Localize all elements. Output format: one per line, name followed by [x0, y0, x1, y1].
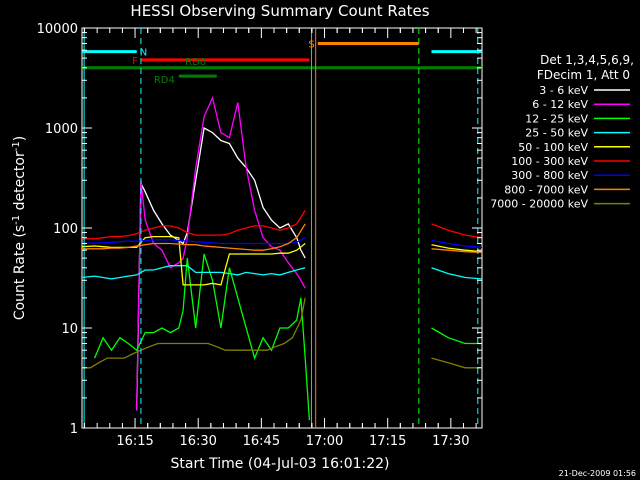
y-tick-label: 1000 — [45, 122, 78, 137]
x-tick-label: 16:45 — [243, 434, 280, 449]
flag-layer: NFRD0RD4S — [82, 39, 482, 86]
chart-title: HESSI Observing Summary Count Rates — [130, 2, 429, 20]
x-tick-label: 17:15 — [369, 434, 406, 449]
y-axis-label-sup1: -1 — [11, 215, 22, 225]
legend-header-2: FDecim 1, Att 0 — [537, 68, 630, 82]
legend-label-3-6-kev: 3 - 6 keV — [539, 84, 588, 97]
legend-label-6-12-kev: 6 - 12 keV — [532, 98, 588, 111]
y-axis-label-sup2: -1 — [11, 141, 22, 151]
series-line-300-800-kev — [81, 237, 306, 245]
series-layer — [81, 95, 483, 421]
legend-label-12-25-kev: 12 - 25 keV — [525, 112, 588, 125]
y-axis-label-mid: detector — [12, 151, 28, 215]
y-tick-label: 1 — [70, 422, 78, 437]
y-axis-label: Count Rate (s-1 detector-1) — [11, 136, 28, 320]
series-line-3-6-kev — [136, 126, 306, 411]
x-tick-label: 16:15 — [116, 434, 153, 449]
series-line-post-25-50-kev — [431, 267, 483, 280]
timestamp: 21-Dec-2009 01:56 — [559, 469, 636, 478]
x-tick-label: 17:30 — [432, 434, 469, 449]
plot-frame — [81, 27, 483, 429]
legend-label-800-7000-kev: 800 - 7000 keV — [504, 183, 588, 196]
x-tick-label: 16:30 — [179, 434, 216, 449]
legend-label-7000-20000-kev: 7000 - 20000 keV — [490, 198, 588, 211]
y-axis-label-main: Count Rate (s — [12, 225, 28, 320]
legend-header-1: Det 1,3,4,5,6,9, — [540, 53, 634, 67]
series-line-6-12-kev — [136, 95, 306, 411]
flag-label-f: F — [132, 56, 138, 67]
legend-label-100-300-kev: 100 - 300 keV — [511, 155, 588, 168]
legend-label-50-100-kev: 50 - 100 keV — [518, 141, 588, 154]
series-line-post-800-7000-kev — [431, 248, 483, 254]
flag-label-n: N — [140, 48, 147, 59]
axis-layer: 1 10 100 1000 10000 16:15 16:30 16:45 17:00 17:15… — [37, 22, 482, 449]
series-line-post-100-300-kev — [431, 223, 483, 239]
series-line-post-50-100-kev — [431, 244, 483, 253]
series-line-post-7000-20000-kev — [431, 357, 482, 369]
flag-label-rd0: RD0 — [185, 57, 206, 68]
series-line-800-7000-kev — [82, 223, 306, 251]
legend-label-300-800-kev: 300 - 800 keV — [511, 169, 588, 182]
series-line-post-300-800-kev — [431, 239, 483, 249]
series-line-100-300-kev — [82, 210, 306, 240]
x-axis-label: Start Time (04-Jul-03 16:01:22) — [170, 456, 389, 472]
legend-label-25-50-kev: 25 - 50 keV — [525, 127, 588, 140]
series-line-post-12-25-kev — [431, 327, 482, 345]
series-line-25-50-kev — [81, 265, 306, 280]
flag-label-rd4: RD4 — [154, 75, 175, 86]
y-tick-label: 10 — [61, 322, 78, 337]
y-tick-label: 100 — [53, 222, 78, 237]
series-line-7000-20000-kev — [82, 297, 306, 369]
y-tick-label: 10000 — [37, 22, 78, 37]
x-tick-label: 17:00 — [306, 434, 343, 449]
series-line-12-25-kev — [94, 253, 311, 421]
y-axis-label-end: ) — [12, 136, 28, 141]
